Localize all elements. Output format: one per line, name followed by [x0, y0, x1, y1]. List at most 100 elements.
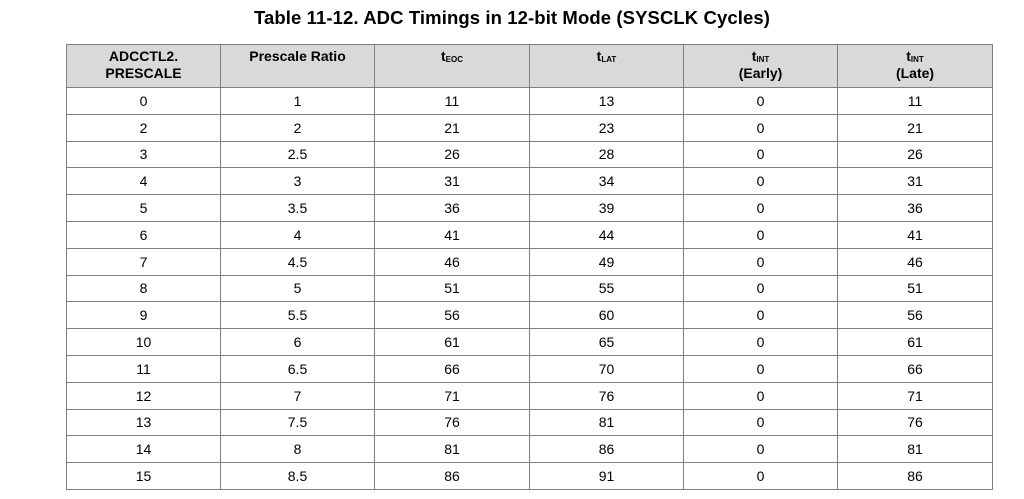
cell-t-int-late: 66 — [837, 354, 993, 383]
cell-t-int-early: 0 — [683, 140, 838, 169]
table-row: 13 7.5 76 81 0 76 — [66, 408, 993, 437]
cell-t-int-late: 21 — [837, 113, 993, 142]
cell-t-int-early: 0 — [683, 354, 838, 383]
cell-t-int-late: 51 — [837, 274, 993, 303]
cell-t-int-early: 0 — [683, 247, 838, 276]
cell-t-lat: 81 — [529, 408, 684, 437]
cell-t-eoc: 46 — [374, 247, 530, 276]
t-int-early-symbol: tINT — [751, 48, 770, 64]
cell-prescale: 15 — [66, 462, 221, 490]
cell-t-int-late: 71 — [837, 381, 993, 410]
table-caption: Table 11-12. ADC Timings in 12-bit Mode … — [253, 7, 771, 28]
table-row: 4 3 31 34 0 31 — [66, 167, 993, 196]
cell-t-int-late: 46 — [837, 247, 993, 276]
cell-t-lat: 76 — [529, 381, 684, 410]
cell-prescale: 4 — [66, 167, 221, 196]
cell-ratio: 4 — [220, 220, 375, 249]
cell-t-int-early: 0 — [683, 462, 838, 490]
header-prescale-ratio-label: Prescale Ratio — [249, 48, 346, 64]
cell-ratio: 1 — [220, 87, 375, 115]
cell-t-eoc: 31 — [374, 167, 530, 196]
cell-t-eoc: 21 — [374, 113, 530, 142]
header-adcctl2-line2: PRESCALE — [105, 65, 182, 81]
cell-t-int-late: 26 — [837, 140, 993, 169]
cell-ratio: 2 — [220, 113, 375, 142]
table-row: 9 5.5 56 60 0 56 — [66, 301, 993, 330]
header-adcctl2-prescale: ADCCTL2. PRESCALE — [66, 44, 221, 88]
cell-t-int-early: 0 — [683, 408, 838, 437]
cell-t-int-early: 0 — [683, 328, 838, 356]
t-int-late-note: (Late) — [895, 65, 935, 81]
header-t-int-late: tINT (Late) — [837, 44, 993, 88]
table-row: 15 8.5 86 91 0 86 — [66, 462, 993, 490]
cell-t-lat: 65 — [529, 328, 684, 356]
header-adcctl2-line1: ADCCTL2. — [108, 48, 179, 64]
cell-t-int-early: 0 — [683, 274, 838, 303]
cell-prescale: 0 — [66, 87, 221, 115]
cell-ratio: 8 — [220, 435, 375, 464]
cell-prescale: 5 — [66, 194, 221, 222]
table-row: 3 2.5 26 28 0 26 — [66, 140, 993, 169]
cell-prescale: 14 — [66, 435, 221, 464]
cell-t-int-late: 31 — [837, 167, 993, 196]
cell-t-eoc: 26 — [374, 140, 530, 169]
cell-t-int-early: 0 — [683, 167, 838, 196]
cell-t-int-late: 36 — [837, 194, 993, 222]
cell-t-int-late: 61 — [837, 328, 993, 356]
cell-t-eoc: 11 — [374, 87, 530, 115]
cell-t-eoc: 66 — [374, 354, 530, 383]
cell-t-lat: 49 — [529, 247, 684, 276]
cell-prescale: 13 — [66, 408, 221, 437]
cell-t-int-early: 0 — [683, 87, 838, 115]
table-row: 7 4.5 46 49 0 46 — [66, 247, 993, 276]
cell-prescale: 6 — [66, 220, 221, 249]
cell-ratio: 7 — [220, 381, 375, 410]
cell-ratio: 4.5 — [220, 247, 375, 276]
cell-t-eoc: 86 — [374, 462, 530, 490]
cell-t-lat: 44 — [529, 220, 684, 249]
cell-ratio: 7.5 — [220, 408, 375, 437]
table-row: 14 8 81 86 0 81 — [66, 435, 993, 464]
cell-prescale: 10 — [66, 328, 221, 356]
table-row: 6 4 41 44 0 41 — [66, 220, 993, 249]
cell-t-lat: 86 — [529, 435, 684, 464]
cell-t-eoc: 41 — [374, 220, 530, 249]
cell-prescale: 3 — [66, 140, 221, 169]
cell-ratio: 8.5 — [220, 462, 375, 490]
cell-t-int-late: 81 — [837, 435, 993, 464]
cell-t-lat: 39 — [529, 194, 684, 222]
cell-t-lat: 34 — [529, 167, 684, 196]
cell-t-int-early: 0 — [683, 435, 838, 464]
cell-t-int-late: 86 — [837, 462, 993, 490]
header-prescale-ratio: Prescale Ratio — [220, 44, 375, 88]
cell-t-int-late: 11 — [837, 87, 993, 115]
adc-timings-table: ADCCTL2. PRESCALE Prescale Ratio tEOC tL… — [66, 44, 993, 490]
cell-t-eoc: 76 — [374, 408, 530, 437]
cell-prescale: 9 — [66, 301, 221, 330]
cell-prescale: 11 — [66, 354, 221, 383]
cell-prescale: 8 — [66, 274, 221, 303]
cell-ratio: 6.5 — [220, 354, 375, 383]
cell-t-eoc: 61 — [374, 328, 530, 356]
t-eoc-symbol: tEOC — [440, 48, 463, 64]
cell-t-int-late: 41 — [837, 220, 993, 249]
t-int-early-note: (Early) — [738, 65, 783, 81]
header-t-eoc: tEOC — [374, 44, 530, 88]
cell-ratio: 2.5 — [220, 140, 375, 169]
t-lat-symbol: tLAT — [596, 48, 617, 64]
cell-t-int-late: 76 — [837, 408, 993, 437]
cell-t-int-early: 0 — [683, 381, 838, 410]
cell-t-int-early: 0 — [683, 113, 838, 142]
cell-t-int-early: 0 — [683, 301, 838, 330]
table-row: 10 6 61 65 0 61 — [66, 328, 993, 356]
cell-t-lat: 91 — [529, 462, 684, 490]
cell-t-eoc: 56 — [374, 301, 530, 330]
cell-t-int-early: 0 — [683, 194, 838, 222]
table-header-row: ADCCTL2. PRESCALE Prescale Ratio tEOC tL… — [66, 44, 993, 88]
cell-ratio: 6 — [220, 328, 375, 356]
cell-ratio: 3 — [220, 167, 375, 196]
cell-t-lat: 13 — [529, 87, 684, 115]
table-row: 2 2 21 23 0 21 — [66, 113, 993, 142]
cell-prescale: 12 — [66, 381, 221, 410]
table-body: 0 1 11 13 0 11 2 2 21 23 0 21 3 2.5 26 2… — [66, 87, 993, 490]
